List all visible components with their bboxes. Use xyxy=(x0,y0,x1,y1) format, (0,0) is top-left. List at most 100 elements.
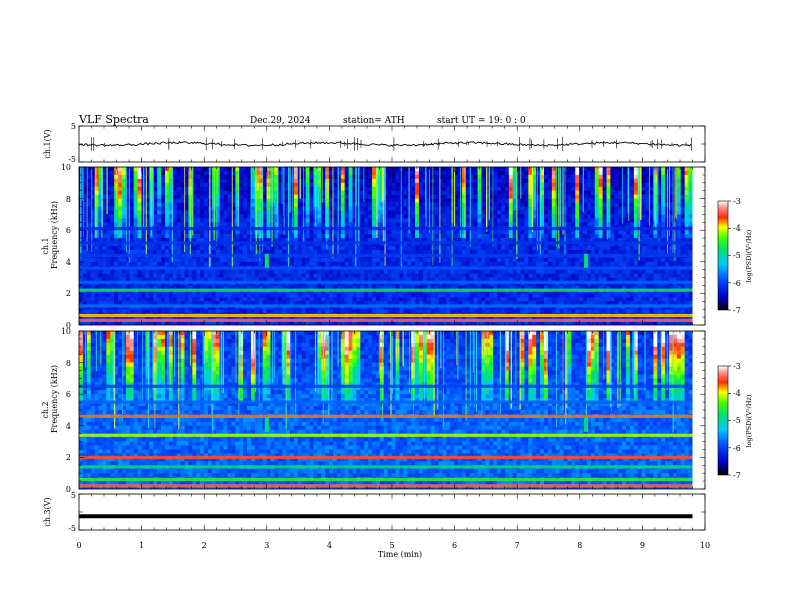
spectrogram-cell xyxy=(543,206,549,211)
spectrogram-cell xyxy=(555,249,560,255)
spectrogram-cell xyxy=(411,321,416,325)
spectrogram-cell xyxy=(231,297,236,302)
spectrogram-cell xyxy=(473,321,478,325)
spectrogram-cell xyxy=(399,309,404,314)
spectrogram-cell xyxy=(543,309,549,314)
spectrogram-cell xyxy=(223,194,228,199)
spectrogram-cell xyxy=(415,249,420,255)
spectrogram-cell xyxy=(336,321,342,325)
spectrogram-cell xyxy=(477,174,482,180)
spectrogram-cell xyxy=(118,285,123,290)
spectrogram-cell xyxy=(465,309,471,314)
spectrogram-cell xyxy=(239,202,244,207)
spectrogram-cell xyxy=(290,277,295,282)
spectrogram-cell xyxy=(90,218,95,223)
spectrogram-cell xyxy=(454,309,459,314)
spectrogram-cell xyxy=(497,198,502,203)
spectrogram-cell xyxy=(481,269,486,274)
spectrogram-cell xyxy=(485,182,490,188)
spectrogram-cell xyxy=(196,293,201,298)
spectrogram-cell xyxy=(137,273,142,278)
spectrogram-cell xyxy=(489,210,494,215)
spectrogram-cell xyxy=(524,170,529,176)
spectrogram-cell xyxy=(364,269,369,274)
spectrogram-cell xyxy=(157,297,162,302)
spectrogram-cell xyxy=(524,194,529,199)
spectrogram-cell xyxy=(325,297,330,302)
spectrogram-cell xyxy=(290,309,295,314)
spectrogram-cell xyxy=(434,222,439,227)
spectrogram-cell xyxy=(86,321,92,325)
spectrogram-cell xyxy=(145,222,150,227)
spectrogram-cell xyxy=(512,194,517,199)
spectrogram-cell xyxy=(524,301,529,306)
spectrogram-cell xyxy=(196,218,201,223)
spectrogram-cell xyxy=(379,273,385,278)
spectrogram-cell xyxy=(262,277,267,282)
spectrogram-cell xyxy=(270,269,275,274)
spectrogram-cell xyxy=(383,277,388,282)
spectrogram-cell xyxy=(192,218,197,223)
spectrogram-cell xyxy=(129,222,135,227)
spectrogram-cell xyxy=(422,170,428,176)
spectrogram-cell xyxy=(387,167,392,172)
spectrogram-cell xyxy=(219,301,224,306)
spectrogram-cell xyxy=(477,170,482,176)
spectrogram-cell xyxy=(540,202,545,207)
spectrogram-cell xyxy=(137,214,142,219)
spectrogram-cell xyxy=(520,182,525,188)
spectrogram-cell xyxy=(102,206,107,211)
spectrogram-cell xyxy=(497,214,502,219)
spectrogram-cell xyxy=(192,202,197,207)
spectrogram-cell xyxy=(98,170,103,176)
spectrogram-cell xyxy=(391,257,396,263)
spectrogram-cell xyxy=(391,301,396,306)
spectrogram-cell xyxy=(110,269,115,274)
spectrogram-cell xyxy=(516,238,521,243)
spectrogram-cell xyxy=(528,214,533,219)
spectrogram-cell xyxy=(387,246,392,251)
spectrogram-cell xyxy=(125,186,131,191)
spectrogram-cell xyxy=(352,293,357,298)
spectrogram-cell xyxy=(461,269,467,274)
spectrogram-cell xyxy=(282,269,287,274)
spectrogram-cell xyxy=(332,277,338,282)
spectrogram-cell xyxy=(90,186,95,191)
spectrogram-cell xyxy=(258,230,263,235)
spectrogram-cell xyxy=(485,234,490,239)
spectrogram-cell xyxy=(145,178,150,184)
spectrogram-cell xyxy=(184,261,189,267)
spectrogram-cell xyxy=(102,167,107,172)
spectrogram-cell xyxy=(227,218,232,223)
spectrogram-cell xyxy=(125,285,131,290)
spectrogram-cell xyxy=(254,174,260,180)
spectrogram-cell xyxy=(297,206,303,211)
spectrogram-cell xyxy=(290,214,295,219)
spectrogram-cell xyxy=(442,230,447,235)
spectrogram-cell xyxy=(442,234,447,239)
spectrogram-cell xyxy=(94,277,99,282)
spectrogram-cell xyxy=(305,170,310,176)
spectrogram-cell xyxy=(184,269,189,274)
spectrogram-cell xyxy=(446,214,451,219)
spectrogram-cell xyxy=(293,301,299,306)
spectrogram-cell xyxy=(372,182,377,188)
spectrogram-cell xyxy=(403,277,408,282)
spectrogram-cell xyxy=(329,257,334,263)
spectrogram-cell xyxy=(258,222,263,227)
spectrogram-cell xyxy=(133,170,138,176)
spectrogram-cell xyxy=(559,309,564,314)
spectrogram-cell xyxy=(477,186,482,191)
spectrogram-cell xyxy=(164,178,170,184)
spectrogram-cell xyxy=(110,222,115,227)
spectrogram-cell xyxy=(290,234,295,239)
spectrogram-cell xyxy=(368,167,373,172)
spectrogram-cell xyxy=(309,218,314,223)
spectrogram-cell xyxy=(516,230,521,235)
spectrogram-cell xyxy=(172,285,177,290)
spectrogram-cell xyxy=(153,174,158,180)
spectrogram-cell xyxy=(196,186,201,191)
spectrogram-cell xyxy=(196,170,201,176)
spectrogram-cell xyxy=(301,297,306,302)
spectrogram-cell xyxy=(106,190,111,195)
